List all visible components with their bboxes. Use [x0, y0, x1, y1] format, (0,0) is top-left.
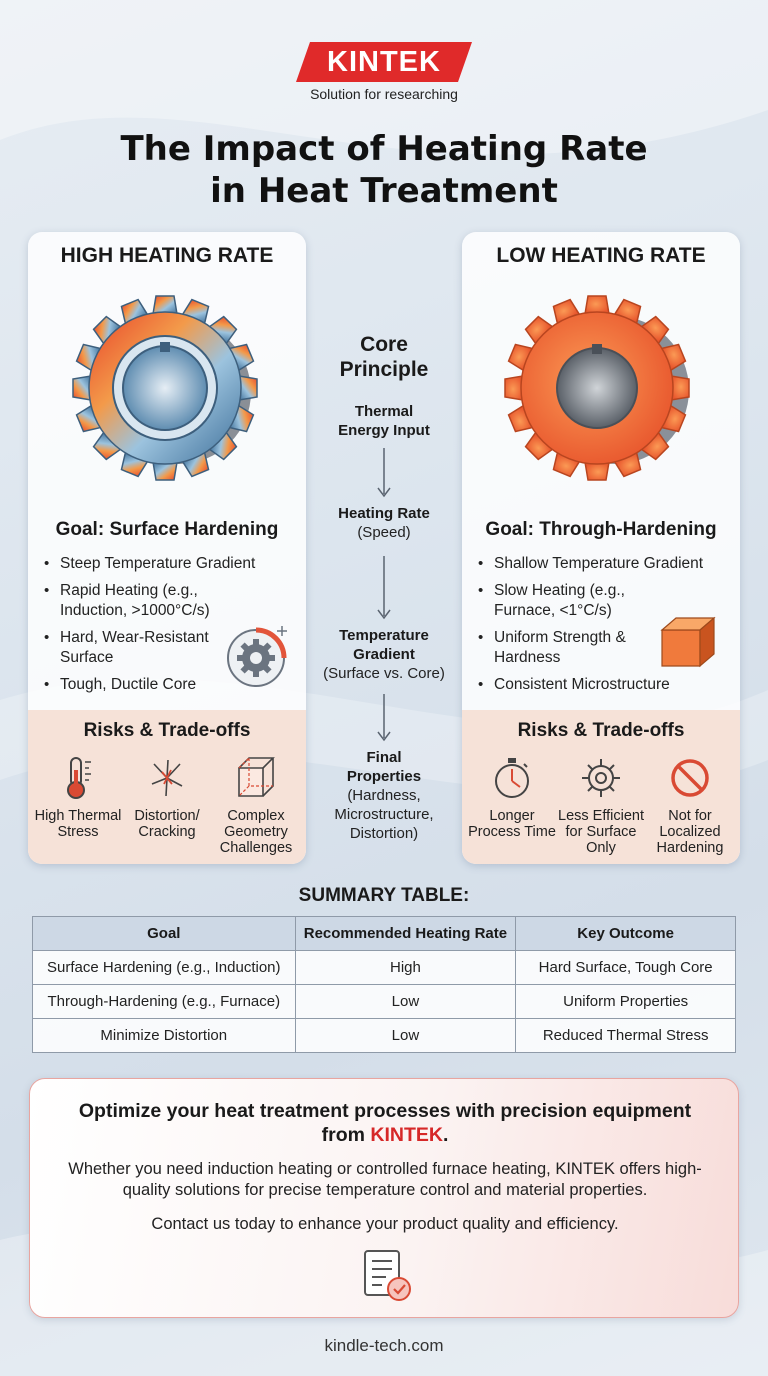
risks-box-low: Risks & Trade-offs Longer Process Time L… [462, 710, 740, 864]
goal-through-hardening: Goal: Through-Hardening [485, 519, 717, 540]
uniform-heated-gear-icon [501, 284, 701, 494]
risk-item: Complex Geometry Challenges [210, 754, 302, 856]
panel-title-high: HIGH HEATING RATE [60, 244, 274, 267]
step-title: Thermal Energy Input [338, 403, 430, 439]
table-header: Recommended Heating Rate [294, 916, 517, 951]
principle-step: Thermal Energy Input [312, 402, 456, 440]
thermometer-icon [67, 757, 91, 799]
no-sign-icon [671, 759, 709, 797]
cube-outline-icon [238, 757, 275, 797]
risk-item: Longer Process Time [466, 754, 558, 840]
high-heating-rate-panel: HIGH HEATING RATE [28, 232, 306, 864]
risk-label: Not for Localized Hardening [656, 808, 724, 856]
summary-title: SUMMARY TABLE: [298, 885, 470, 906]
bullet-item: Shallow Temperature Gradient [478, 554, 728, 574]
cta-body: Whether you need induction heating or co… [68, 1160, 702, 1199]
step-title: Final Properties [346, 749, 422, 785]
cta-brand-name: KINTEK [370, 1124, 443, 1146]
step-subtitle: (Hardness, Microstructure, Distortion) [334, 787, 434, 842]
risk-item: High Thermal Stress [32, 754, 124, 840]
hot-surface-gear-icon [67, 284, 267, 494]
title-line-2: in Heat Treatment [210, 171, 558, 211]
cta-card: Optimize your heat treatment processes w… [29, 1078, 739, 1318]
step-subtitle: (Surface vs. Core) [323, 665, 445, 682]
down-arrow-icon [377, 556, 391, 620]
risk-label: High Thermal Stress [34, 808, 122, 840]
cta-headline-text: Optimize your heat treatment processes w… [78, 1100, 692, 1146]
risk-item: Less Efficient for Surface Only [555, 754, 647, 856]
bullet-item: Hard, Wear-Resistant Surface [44, 628, 214, 668]
summary-table: Goal Recommended Heating Rate Key Outcom… [32, 916, 736, 1053]
bullet-item: Slow Heating (e.g., Furnace, <1°C/s) [478, 581, 638, 621]
low-rate-bullets: Shallow Temperature Gradient Slow Heatin… [478, 554, 728, 702]
table-row: Through-Hardening (e.g., Furnace) Low Un… [32, 984, 736, 1019]
risk-label: Longer Process Time [468, 808, 556, 840]
table-header: Goal [32, 916, 296, 951]
step-title: Heating Rate [338, 505, 430, 522]
table-cell: Surface Hardening (e.g., Induction) [32, 950, 296, 985]
table-cell: Reduced Thermal Stress [515, 1018, 736, 1053]
table-cell: High [294, 950, 517, 985]
cta-headline: Optimize your heat treatment processes w… [70, 1099, 700, 1147]
core-principle-column: Core Principle Thermal Energy Input Heat… [312, 332, 456, 852]
cta-headline-end: . [442, 1124, 449, 1146]
title-line-1: The Impact of Heating Rate [120, 129, 648, 169]
low-heating-rate-panel: LOW HEATING RATE [462, 232, 740, 864]
table-row: Surface Hardening (e.g., Induction) High… [32, 950, 736, 985]
core-principle-title: Core Principle [339, 333, 429, 381]
risk-label: Complex Geometry Challenges [219, 808, 293, 856]
bullet-item: Steep Temperature Gradient [44, 554, 294, 574]
table-header-row: Goal Recommended Heating Rate Key Outcom… [32, 916, 736, 951]
kintek-logo: KINTEK [296, 42, 472, 82]
page-title: The Impact of Heating Rate in Heat Treat… [40, 128, 728, 212]
table-cell: Hard Surface, Tough Core [515, 950, 736, 985]
table-cell: Minimize Distortion [32, 1018, 296, 1053]
table-cell: Uniform Properties [515, 984, 736, 1019]
risks-title: Risks & Trade-offs [517, 720, 685, 741]
risk-item: Distortion/ Cracking [121, 754, 213, 840]
orange-cube-icon [658, 614, 720, 675]
gear-icon [582, 759, 620, 797]
table-cell: Through-Hardening (e.g., Furnace) [32, 984, 296, 1019]
table-row: Minimize Distortion Low Reduced Thermal … [32, 1018, 736, 1053]
bullet-item: Consistent Microstructure [478, 675, 728, 695]
step-subtitle: (Speed) [357, 524, 411, 541]
goal-surface-hardening: Goal: Surface Hardening [55, 519, 279, 540]
principle-step: Final Properties (Hardness, Microstructu… [312, 748, 456, 843]
stopwatch-icon [495, 758, 529, 798]
down-arrow-icon [377, 448, 391, 498]
principle-step: Heating Rate (Speed) [312, 504, 456, 542]
panel-title-low: LOW HEATING RATE [496, 244, 706, 267]
document-check-icon[interactable] [361, 1249, 413, 1303]
risk-label: Distortion/ Cracking [134, 808, 200, 840]
gear-badge-icon [224, 620, 294, 695]
table-cell: Low [294, 1018, 517, 1053]
principle-step: Temperature Gradient (Surface vs. Core) [312, 626, 456, 683]
footer-url[interactable]: kindle-tech.com [324, 1336, 444, 1355]
logo-text: KINTEK [327, 45, 441, 78]
risks-box-high: Risks & Trade-offs High Thermal Stress D… [28, 710, 306, 864]
risks-title: Risks & Trade-offs [83, 720, 251, 741]
risk-label: Less Efficient for Surface Only [558, 808, 644, 856]
bullet-item: Rapid Heating (e.g., Induction, >1000°C/… [44, 581, 214, 621]
table-header: Key Outcome [515, 916, 736, 951]
table-cell: Low [294, 984, 517, 1019]
step-title: Temperature Gradient [339, 627, 429, 663]
cta-contact: Contact us today to enhance your product… [151, 1215, 619, 1233]
high-rate-bullets: Steep Temperature Gradient Rapid Heating… [44, 554, 294, 702]
risk-item: Not for Localized Hardening [644, 754, 736, 856]
crack-burst-icon [151, 759, 183, 797]
bullet-item: Tough, Ductile Core [44, 675, 294, 695]
bullet-item: Uniform Strength & Hardness [478, 628, 638, 668]
logo-tagline: Solution for researching [310, 86, 458, 102]
down-arrow-icon [377, 694, 391, 742]
